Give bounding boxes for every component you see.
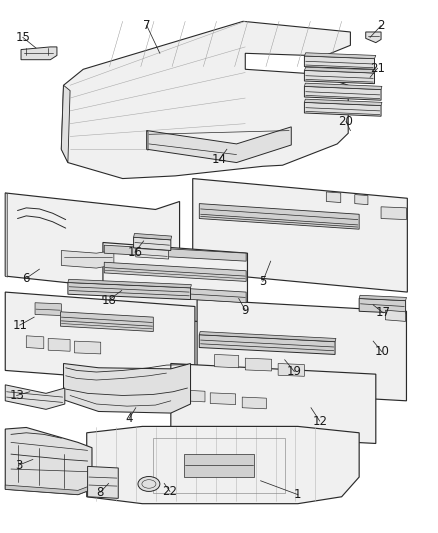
Text: 4: 4 [125,412,133,425]
Polygon shape [74,341,101,354]
Polygon shape [88,466,118,498]
Text: 7: 7 [143,19,151,32]
Polygon shape [304,56,374,69]
Text: 5: 5 [259,275,266,288]
Polygon shape [26,336,44,349]
Polygon shape [60,312,153,332]
Text: 18: 18 [101,294,116,306]
Text: 2: 2 [377,19,385,32]
Polygon shape [61,21,350,179]
Polygon shape [304,86,381,100]
Polygon shape [242,397,266,409]
Polygon shape [68,282,191,300]
Polygon shape [355,195,368,205]
Polygon shape [87,426,359,504]
Polygon shape [193,179,407,292]
Polygon shape [104,284,246,303]
Polygon shape [35,303,61,316]
Polygon shape [366,32,381,43]
Polygon shape [184,390,205,402]
Polygon shape [304,99,382,106]
Polygon shape [5,193,180,292]
Text: 11: 11 [12,319,27,332]
Polygon shape [104,245,246,261]
Polygon shape [199,204,359,229]
Text: 22: 22 [162,485,177,498]
Polygon shape [326,192,341,203]
Text: 15: 15 [15,31,30,44]
Polygon shape [134,233,172,240]
Polygon shape [210,393,236,405]
Text: 6: 6 [22,272,30,285]
Polygon shape [381,207,406,220]
Polygon shape [103,243,247,325]
Text: 19: 19 [287,365,302,378]
Text: 10: 10 [374,345,389,358]
Polygon shape [184,454,254,477]
Polygon shape [5,193,7,277]
Polygon shape [5,292,195,385]
Text: 21: 21 [370,62,385,75]
Polygon shape [61,251,114,268]
Polygon shape [385,310,406,321]
Ellipse shape [138,477,160,491]
Polygon shape [147,127,291,163]
Polygon shape [68,279,191,288]
Text: 13: 13 [9,389,24,402]
Polygon shape [304,83,382,90]
Polygon shape [104,262,246,281]
Polygon shape [197,300,406,401]
Polygon shape [5,385,65,409]
Polygon shape [304,102,381,116]
Text: 9: 9 [241,304,249,317]
Text: 14: 14 [212,154,226,166]
Text: 12: 12 [312,415,327,427]
Text: 17: 17 [376,306,391,319]
Text: 20: 20 [339,115,353,128]
Text: 16: 16 [127,246,142,259]
Polygon shape [304,67,376,73]
Polygon shape [278,364,304,376]
Polygon shape [215,354,239,368]
Polygon shape [134,237,171,251]
Text: 8: 8 [96,486,103,499]
Polygon shape [61,85,70,163]
Polygon shape [359,298,406,313]
Text: 3: 3 [15,459,22,472]
Polygon shape [245,358,272,371]
Polygon shape [64,364,191,413]
Polygon shape [359,295,406,301]
Polygon shape [171,364,376,443]
Polygon shape [5,485,92,495]
Polygon shape [5,427,92,495]
Polygon shape [147,131,148,150]
Polygon shape [304,70,374,84]
Polygon shape [199,335,335,354]
Polygon shape [304,53,376,59]
Polygon shape [48,338,70,351]
Polygon shape [21,47,57,60]
Polygon shape [199,332,336,342]
Polygon shape [136,248,169,259]
Text: 1: 1 [294,488,302,501]
